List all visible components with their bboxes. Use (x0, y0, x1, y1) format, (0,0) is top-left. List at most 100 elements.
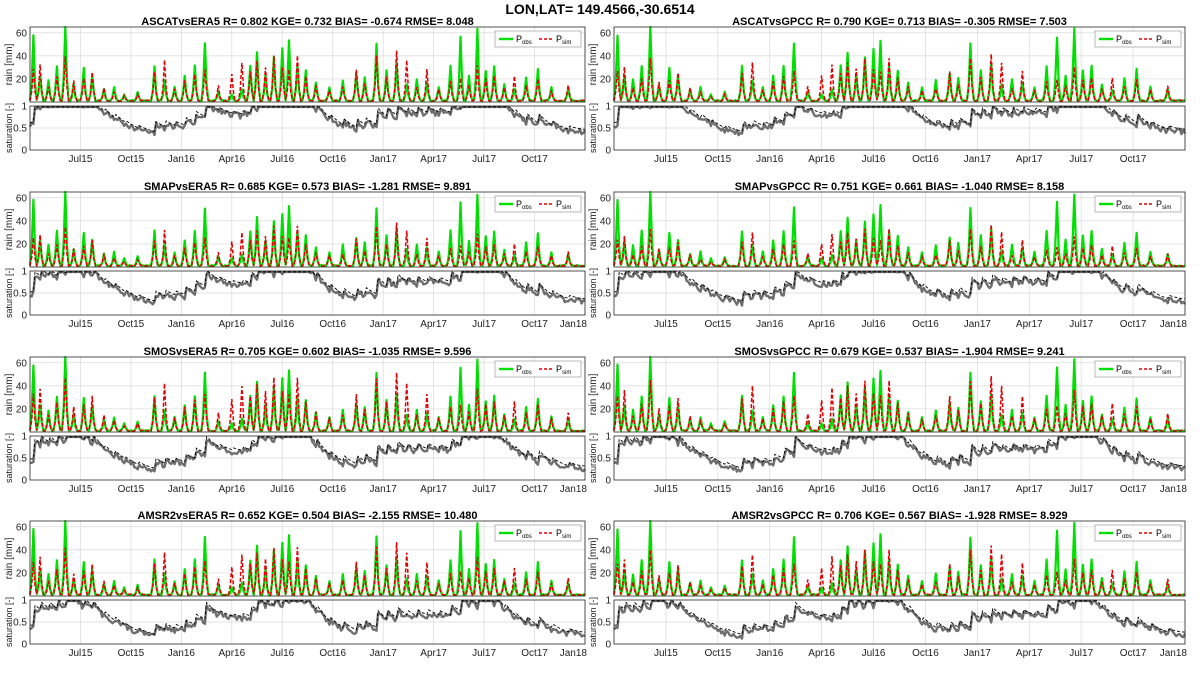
legend-obs-label: Pobs (1116, 364, 1132, 376)
series-sat-dashed-line (613, 106, 1186, 133)
x-tick-label: Jul17 (1069, 648, 1093, 659)
series-sim-line (29, 542, 586, 597)
legend-obs-label: Pobs (516, 528, 532, 540)
sat-ytick-label: 0.5 (597, 454, 611, 465)
panel-stats: R= 0.685 KGE= 0.573 BIAS= -1.281 RMSE= 9… (220, 181, 471, 193)
series-sat-dashed-line (613, 600, 1186, 635)
x-tick-label: Jul16 (862, 484, 886, 495)
x-tick-label: Oct15 (704, 648, 731, 659)
x-tick-label: Jan18 (1160, 319, 1188, 330)
x-tick-label: Oct17 (1120, 648, 1147, 659)
x-tick-label: Apr17 (1016, 648, 1043, 659)
panel-stats: R= 0.679 KGE= 0.537 BIAS= -1.904 RMSE= 9… (814, 346, 1065, 358)
x-tick-label: Oct15 (118, 648, 145, 659)
sat-ytick-label: 0 (605, 476, 611, 487)
panel-name: AMSR2vsGPCC (731, 510, 817, 522)
figure-title: LON,LAT= 149.4566,-30.6514 (505, 1, 695, 17)
x-tick-label: Oct17 (521, 484, 548, 495)
sat-ytick-label: 1 (605, 102, 611, 113)
legend-sim-label: Psim (556, 199, 571, 211)
rain-ytick-label: 60 (16, 358, 28, 369)
rain-ylabel: rain [mm] (4, 43, 15, 85)
panel-title: SMOSvsERA5 R= 0.705 KGE= 0.602 BIAS= -1.… (144, 346, 472, 358)
x-tick-label: Jul16 (862, 319, 886, 330)
panel-stats: R= 0.652 KGE= 0.504 BIAS= -2.155 RMSE= 1… (221, 510, 478, 522)
sat-ytick-label: 1 (605, 267, 611, 278)
legend: Pobs Psim (494, 524, 582, 542)
x-tick-label: Jan16 (756, 648, 784, 659)
rain-ytick-label: 60 (600, 28, 612, 39)
panel-title: AMSR2vsGPCC R= 0.706 KGE= 0.567 BIAS= -1… (731, 510, 1067, 522)
sat-ytick-label: 1 (21, 596, 27, 607)
x-tick-label: Jul15 (654, 154, 678, 165)
x-tick-label: Jan16 (756, 154, 784, 165)
legend-box (494, 195, 582, 213)
rain-ytick-label: 40 (16, 381, 28, 392)
legend-sim-label: Psim (556, 364, 571, 376)
legend-obs-label: Pobs (1116, 528, 1132, 540)
x-tick-label: Jul16 (270, 648, 294, 659)
sat-axes-frame (29, 105, 586, 151)
legend-box (1094, 524, 1182, 542)
series-sim-line (613, 376, 1185, 433)
legend-obs-label: Pobs (1116, 199, 1132, 211)
rain-ytick-label: 20 (16, 568, 28, 579)
x-tick-label: Jan16 (168, 154, 196, 165)
rain-ylabel: rain [mm] (588, 43, 599, 85)
panel-stats: R= 0.802 KGE= 0.732 BIAS= -0.674 RMSE= 8… (223, 16, 474, 28)
x-tick-label: Jan18 (1160, 484, 1188, 495)
x-tick-label: Apr16 (808, 484, 835, 495)
legend: Pobs Psim (494, 30, 582, 48)
sat-ytick-label: 0.5 (597, 289, 611, 300)
rain-ylabel: rain [mm] (4, 208, 15, 250)
x-tick-label: Apr17 (420, 648, 447, 659)
x-tick-label: Apr16 (218, 154, 245, 165)
x-tick-label: Jul16 (270, 319, 294, 330)
sat-ytick-label: 0.5 (13, 289, 27, 300)
panel-smapvsgpcc: SMAPvsGPCC R= 0.751 KGE= 0.661 BIAS= -1.… (588, 181, 1187, 330)
x-tick-label: Apr16 (218, 648, 245, 659)
legend-obs-label: Pobs (1116, 34, 1132, 46)
x-tick-label: Jan18 (560, 319, 588, 330)
panel-ascatvsera5: ASCATvsERA5 R= 0.802 KGE= 0.732 BIAS= -0… (4, 16, 586, 165)
rain-axes-frame (613, 26, 1186, 103)
sat-axes-frame (613, 270, 1186, 316)
x-tick-label: Oct17 (521, 319, 548, 330)
panel-stats: R= 0.790 KGE= 0.713 BIAS= -0.305 RMSE= 7… (816, 16, 1067, 28)
rain-ylabel: rain [mm] (588, 208, 599, 250)
series-sat-dashed-line (29, 436, 586, 469)
x-tick-label: Apr16 (218, 319, 245, 330)
panel-title: SMAPvsGPCC R= 0.751 KGE= 0.661 BIAS= -1.… (735, 181, 1065, 193)
sat-ylabel: saturation [-] (588, 433, 598, 483)
sat-ytick-label: 1 (605, 432, 611, 443)
x-tick-label: Jul17 (472, 319, 496, 330)
x-tick-label: Oct16 (912, 154, 939, 165)
legend-box (494, 524, 582, 542)
panel-ascatvsgpcc: ASCATvsGPCC R= 0.790 KGE= 0.713 BIAS= -0… (588, 16, 1187, 165)
panel-smosvsera5: SMOSvsERA5 R= 0.705 KGE= 0.602 BIAS= -1.… (4, 346, 587, 495)
rain-axes-frame (29, 26, 586, 103)
x-tick-label: Oct17 (521, 648, 548, 659)
x-tick-label: Jul15 (69, 319, 93, 330)
rain-ytick-label: 60 (16, 522, 28, 533)
sat-ylabel: saturation [-] (588, 103, 598, 153)
series-sat-dashed-line (29, 106, 586, 133)
sat-ylabel: saturation [-] (588, 597, 598, 647)
sat-axes-frame (613, 599, 1186, 645)
rain-ytick-label: 20 (600, 74, 612, 85)
legend-sim-label: Psim (1156, 364, 1171, 376)
x-tick-label: Oct16 (319, 648, 346, 659)
series-sat-line (29, 435, 586, 473)
rain-ytick-label: 40 (600, 545, 612, 556)
panel-amsr2vsgpcc: AMSR2vsGPCC R= 0.706 KGE= 0.567 BIAS= -1… (588, 510, 1187, 659)
rain-axes-frame (613, 356, 1186, 433)
series-sat-line (613, 599, 1187, 640)
panel-title: SMAPvsERA5 R= 0.685 KGE= 0.573 BIAS= -1.… (144, 181, 471, 193)
x-tick-label: Jan17 (370, 648, 398, 659)
sat-ytick-label: 1 (21, 267, 27, 278)
panel-name: AMSR2vsERA5 (138, 510, 221, 522)
x-tick-label: Oct15 (118, 319, 145, 330)
legend: Pobs Psim (1094, 30, 1182, 48)
rain-ytick-label: 40 (600, 216, 612, 227)
series-sim-line (613, 224, 1186, 268)
